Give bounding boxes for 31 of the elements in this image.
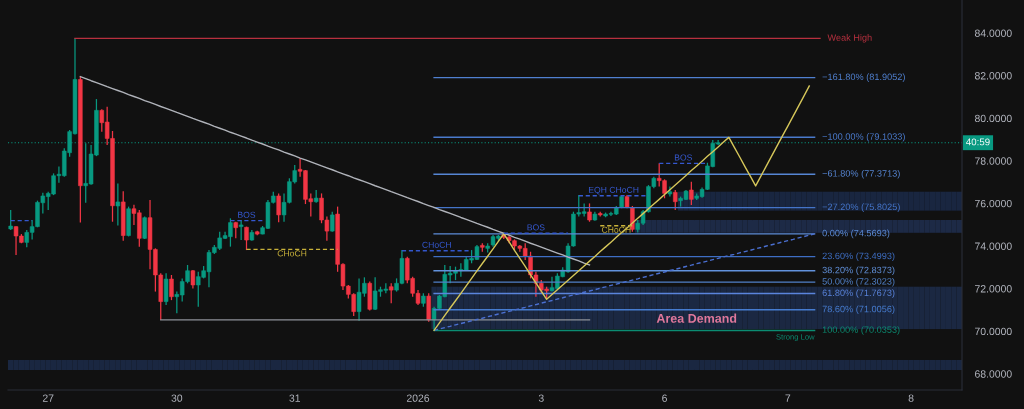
x-tick-label: 27 <box>42 394 54 402</box>
x-tick-label: 2026 <box>406 394 430 402</box>
y-tick-label: 70.0000 <box>975 327 1012 336</box>
y-tick-label: 78.0000 <box>975 157 1012 165</box>
series-label: −100.00% (79.1033) <box>822 133 905 142</box>
x-tick-label: 30 <box>171 394 183 402</box>
x-tick-label: 6 <box>662 394 667 402</box>
text: BOS <box>238 211 256 218</box>
series-label: 38.20% (72.8373) <box>822 266 895 276</box>
x-tick-label: 8 <box>908 394 914 402</box>
y-tick-label: 68.0000 <box>975 370 1012 378</box>
text: CHoCH <box>277 250 307 257</box>
text: 40:59 <box>966 138 990 146</box>
series-label: −61.80% (77.3713) <box>822 169 900 179</box>
y-tick-label: 72.0000 <box>975 285 1012 293</box>
text: BOS <box>674 154 692 161</box>
series-label: −161.80% (81.9052) <box>822 73 905 82</box>
x-tick-label: 3 <box>538 394 544 402</box>
series-label: BOS <box>527 224 545 231</box>
series-label: 23.60% (73.4993) <box>822 252 895 261</box>
x-tick-label: 31 <box>289 394 301 402</box>
y-tick-label: 84.0000 <box>974 29 1012 37</box>
series-label: 50.00% (72.3023) <box>822 277 895 287</box>
series-label: Weak High <box>827 34 872 43</box>
y-tick-label: 82.0000 <box>974 72 1012 80</box>
series-label: CHoCH <box>422 241 451 248</box>
x-tick-label: 7 <box>785 394 791 402</box>
y-tick-label: 74.0000 <box>975 242 1012 250</box>
series-label: EQH CHoCH <box>588 186 639 195</box>
y-tick-label: 76.0000 <box>975 199 1012 208</box>
y-tick-label: 80.0000 <box>974 114 1012 123</box>
